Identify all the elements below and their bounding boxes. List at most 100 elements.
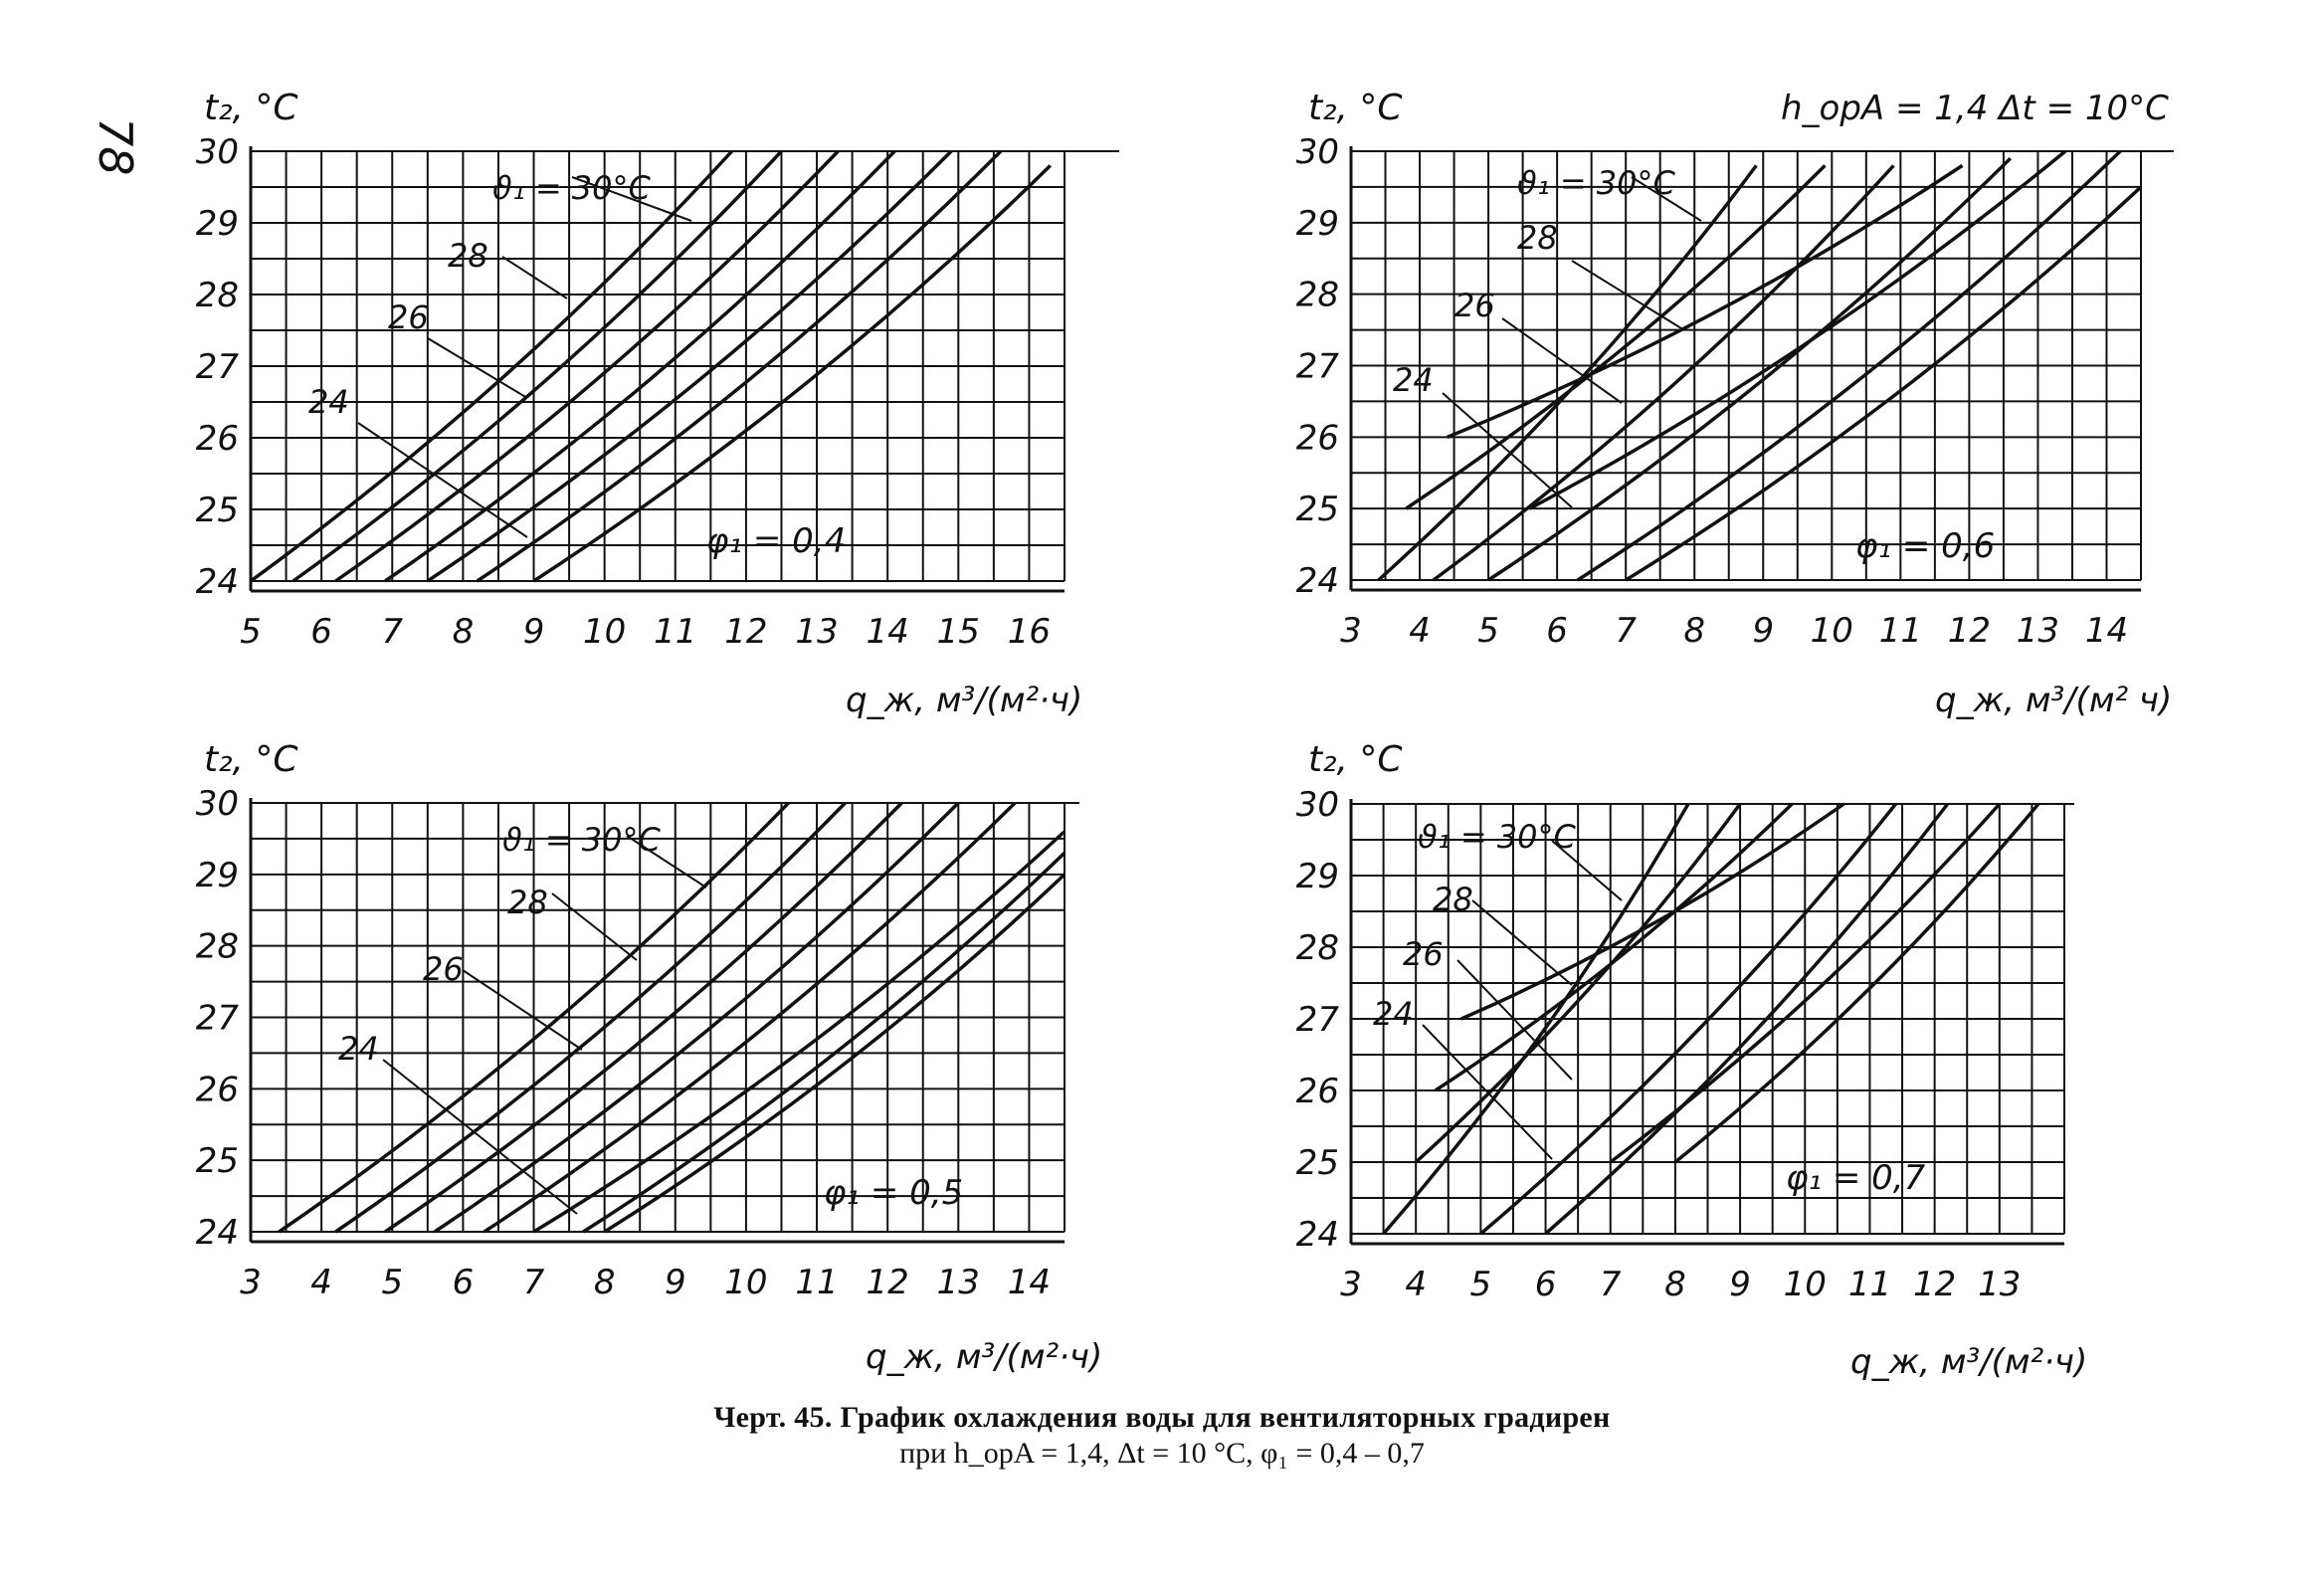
curve-label-leader	[1571, 260, 1682, 329]
x-tick-label: 15	[937, 612, 980, 652]
x-tick-label: 6	[310, 612, 332, 652]
chart-phi-07: 3 4 5 6 7 8 9 10 11 12 13 24 25 26 27 28 29 30 t₂, °C q_ж, …	[1296, 739, 2088, 1382]
x-tick-label: 6	[1535, 1265, 1557, 1304]
x-tick-label: 14	[2085, 611, 2128, 651]
curve-label-leader	[1422, 1024, 1553, 1160]
y-tick-label: 27	[1296, 1000, 1340, 1040]
curve-label: 24	[1373, 995, 1414, 1033]
y-tick-label: 28	[196, 927, 239, 967]
x-tick-labels: 3 4 5 6 7 8 9 10 11 12 13	[1340, 1265, 2021, 1304]
curve-label: 26	[1454, 287, 1495, 324]
series-line-5	[476, 149, 1003, 583]
x-tick-label: 11	[654, 612, 696, 652]
series-line-0	[278, 801, 790, 1234]
series-line-1	[1415, 802, 1742, 1164]
curve-label: 26	[388, 298, 429, 336]
y-tick-labels: 24 25 26 27 28 29 30	[196, 784, 240, 1253]
series-line-1	[1405, 164, 1827, 510]
series-line-0	[1377, 164, 1758, 582]
series-line-4	[483, 801, 1017, 1234]
x-tick-label: 10	[583, 612, 626, 652]
x-tick-labels: 3 4 5 6 7 8 9 10 11 12 13 14	[240, 1263, 1051, 1302]
x-tick-label: 12	[1948, 611, 1991, 651]
series-line-3	[384, 149, 896, 583]
curve-label-leader	[501, 256, 568, 299]
x-tick-label: 13	[795, 612, 838, 652]
curve-label-leader	[1631, 176, 1702, 222]
y-tick-label: 29	[196, 204, 239, 244]
x-tick-label: 4	[310, 1263, 332, 1302]
series-line-2	[1434, 802, 1794, 1092]
series-line-0	[1382, 803, 1690, 1236]
series-line-5	[532, 830, 1066, 1234]
x-tick-label: 7	[1600, 1265, 1622, 1304]
y-tick-label: 26	[1296, 1072, 1339, 1111]
y-tick-label: 26	[1296, 418, 1339, 458]
series-group	[1377, 149, 2143, 582]
series-line-1	[291, 149, 783, 583]
page-number: 78	[89, 117, 142, 176]
x-tick-label: 12	[1913, 1265, 1956, 1304]
x-tick-labels: 5 6 7 8 9 10 11 12 13 14 15 16	[240, 612, 1051, 652]
x-tick-label: 8	[453, 612, 475, 652]
y-tick-label: 29	[196, 856, 239, 895]
curve-label-leader	[571, 176, 692, 222]
x-tick-label: 5	[1470, 1265, 1492, 1304]
series-line-4	[1479, 802, 1897, 1236]
x-tick-label: 5	[1477, 611, 1499, 651]
curve-label: ϑ₁ = 30°C	[1418, 818, 1577, 856]
series-line-2	[334, 149, 840, 583]
x-tick-label: 7	[381, 612, 403, 652]
curve-label: 24	[338, 1030, 379, 1068]
x-tick-label: 3	[240, 1263, 262, 1302]
x-tick-label: 5	[240, 612, 262, 652]
x-tick-label: 6	[1546, 611, 1568, 651]
caption-line-1: Черт. 45. График охлаждения воды для вен…	[713, 1401, 1611, 1434]
y-tick-label: 25	[1296, 490, 1339, 529]
curve-label-leader	[1551, 840, 1623, 901]
curve-label: 28	[507, 884, 548, 921]
curve-label: ϑ₁ = 30°C	[502, 821, 662, 859]
y-axis-label: t₂, °C	[1308, 739, 1403, 780]
grid	[250, 150, 1119, 582]
series-line-6	[1609, 802, 2002, 1164]
y-tick-label: 24	[196, 562, 239, 602]
series-line-6	[582, 852, 1066, 1234]
x-axis-label: q_ж, м³/(м² ч)	[1935, 681, 2172, 720]
x-tick-label: 12	[867, 1263, 909, 1302]
series-line-2	[384, 801, 903, 1234]
x-tick-label: 3	[1340, 611, 1362, 651]
x-tick-label: 16	[1008, 612, 1051, 652]
phi-label: φ₁ = 0,6	[1855, 526, 1995, 566]
series-line-1	[334, 801, 847, 1234]
x-tick-label: 8	[1683, 611, 1705, 651]
x-tick-label: 5	[381, 1263, 403, 1302]
x-tick-label: 6	[453, 1263, 475, 1302]
x-tick-label: 3	[1340, 1265, 1362, 1304]
y-tick-label: 27	[196, 999, 240, 1039]
y-tick-label: 30	[1296, 132, 1339, 172]
curve-labels: ϑ₁ = 30°C 28 26 24	[1373, 818, 1623, 1160]
curve-label-leader	[427, 337, 528, 399]
series-line-3	[1460, 802, 1845, 1021]
series-group	[1382, 802, 2040, 1236]
x-tick-label: 9	[665, 1263, 686, 1302]
x-tick-label: 10	[1811, 611, 1853, 651]
phi-label: φ₁ = 0,5	[824, 1173, 963, 1213]
y-tick-label: 28	[1296, 276, 1339, 315]
grid	[1350, 803, 2074, 1235]
x-tick-label: 14	[1008, 1263, 1051, 1302]
y-tick-label: 24	[196, 1213, 239, 1253]
curve-label: 28	[448, 237, 488, 275]
caption-line-2: при h_opA = 1,4, Δt = 10 °C, φ₁ = 0,4 – …	[899, 1437, 1425, 1470]
y-tick-labels: 24 25 26 27 28 29 30	[196, 132, 240, 602]
y-tick-label: 28	[196, 276, 239, 315]
curve-label-leader	[626, 835, 707, 889]
series-line-2	[1432, 164, 1895, 582]
series-line-7	[1673, 802, 2040, 1164]
series-line-4	[1487, 156, 2013, 582]
y-tick-label: 25	[196, 1141, 239, 1181]
